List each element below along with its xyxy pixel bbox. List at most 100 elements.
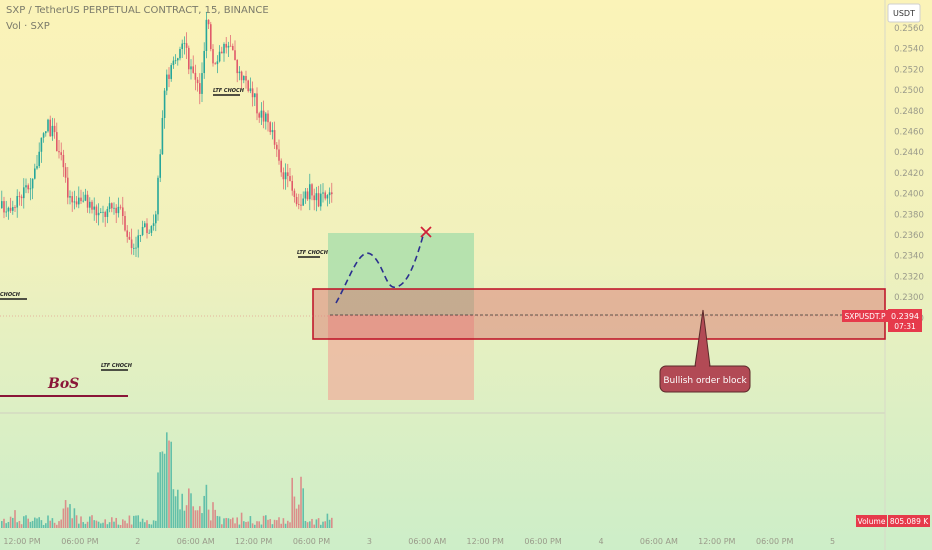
- choch-label-4: LTF CHOCH: [297, 250, 329, 256]
- candle-body: [188, 47, 190, 70]
- volume-bar: [126, 523, 128, 528]
- candle-body: [207, 19, 210, 25]
- bos-label: BoS: [47, 376, 79, 392]
- candle-body: [80, 197, 82, 202]
- volume-bar: [320, 524, 322, 528]
- volume-bar: [113, 521, 115, 528]
- candle-body: [181, 43, 183, 49]
- candle-body: [141, 226, 144, 236]
- y-tick-label: 0.2540: [894, 45, 924, 55]
- candle-body: [210, 24, 212, 50]
- x-tick-label: 12:00 PM: [235, 537, 272, 546]
- volume-bar: [185, 505, 188, 528]
- candle-body: [227, 45, 230, 48]
- candle-body: [192, 66, 194, 73]
- candle-body: [229, 45, 232, 47]
- volume-bar: [139, 521, 142, 528]
- candle-body: [152, 223, 155, 226]
- order-block-zone[interactable]: [312, 288, 886, 340]
- volume-bar: [93, 520, 95, 528]
- candle-body: [9, 207, 12, 211]
- volume-bar: [5, 523, 7, 528]
- x-tick-label: 12:00 PM: [3, 537, 40, 546]
- volume-bar: [64, 500, 67, 528]
- volume-bar: [20, 524, 23, 528]
- candle-body: [221, 51, 223, 54]
- volume-bar: [119, 524, 122, 528]
- candle-body: [42, 133, 45, 138]
- volume-bar: [58, 521, 60, 528]
- volume-bar: [144, 522, 146, 528]
- candle-body: [251, 88, 254, 98]
- volume-bar: [238, 524, 241, 528]
- y-tick-label: 0.2360: [894, 231, 924, 241]
- volume-bar: [300, 476, 302, 528]
- candle-body: [64, 167, 67, 178]
- volume-bar: [124, 520, 126, 528]
- volume-bar: [177, 489, 179, 528]
- volume-bar: [317, 518, 320, 528]
- volume-bar: [56, 524, 58, 528]
- currency-selector[interactable]: [887, 3, 921, 23]
- volume-bar: [148, 524, 150, 528]
- volume-bar: [311, 518, 313, 528]
- candle-body: [214, 63, 216, 65]
- volume-bar: [269, 519, 271, 528]
- volume-bar: [267, 519, 269, 528]
- candle-body: [236, 59, 238, 74]
- volume-bar: [183, 510, 186, 528]
- candle-body: [269, 122, 271, 133]
- volume-bar: [196, 510, 199, 528]
- candle-body: [34, 168, 36, 179]
- candle-body: [60, 152, 62, 155]
- volume-bar: [262, 515, 265, 528]
- candle-body: [298, 204, 300, 205]
- stop-zone[interactable]: [328, 315, 474, 400]
- volume-value-tag: [888, 515, 930, 527]
- volume-bar: [16, 522, 18, 528]
- candle-body: [212, 49, 214, 64]
- x-tick-label: 06:00 PM: [756, 537, 793, 546]
- candle-body: [203, 50, 205, 74]
- volume-bar: [170, 441, 172, 528]
- volume-bar: [172, 489, 175, 528]
- volume-bar: [249, 516, 252, 528]
- volume-bar: [108, 522, 111, 528]
- volume-bar: [218, 516, 221, 528]
- target-zone[interactable]: [328, 233, 474, 315]
- candle-body: [119, 206, 122, 208]
- volume-bar: [216, 515, 219, 528]
- volume-bar: [273, 519, 276, 528]
- candle-body: [295, 197, 298, 205]
- candle-body: [287, 172, 289, 177]
- volume-bar: [155, 520, 157, 528]
- volume-bar: [192, 506, 194, 528]
- bullish-order-block-callout[interactable]: Bullish order block: [659, 309, 751, 393]
- candle-body: [309, 184, 311, 200]
- volume-bar: [18, 520, 21, 528]
- candle-body: [104, 211, 106, 217]
- candle-body: [232, 45, 234, 51]
- y-tick-label: 0.2500: [894, 86, 924, 96]
- candle-body: [58, 151, 60, 153]
- volume-bar: [166, 432, 168, 528]
- candle-body: [47, 119, 49, 132]
- candle-body: [20, 196, 23, 199]
- candle-body: [174, 60, 177, 62]
- price-axis[interactable]: 0.2560 0.2540 0.2520 0.2500 0.2480 0.2460 0.24…: [894, 24, 924, 324]
- volume-bar: [115, 517, 117, 528]
- volume-bar: [331, 517, 333, 528]
- candle-body: [260, 110, 263, 118]
- volume-label-tag: [856, 515, 887, 527]
- time-axis[interactable]: 12:00 PM 06:00 PM 2 06:00 AM 12:00 PM 06:00 P…: [3, 537, 835, 546]
- volume-bar: [205, 484, 208, 528]
- candle-body: [311, 184, 313, 196]
- candle-body: [100, 212, 102, 213]
- candle-body: [194, 72, 197, 80]
- y-tick-label: 0.2560: [894, 24, 924, 34]
- y-tick-label: 0.2380: [894, 210, 924, 220]
- volume-bar: [181, 493, 183, 528]
- volume-bar: [265, 515, 267, 528]
- volume-bar: [97, 521, 100, 528]
